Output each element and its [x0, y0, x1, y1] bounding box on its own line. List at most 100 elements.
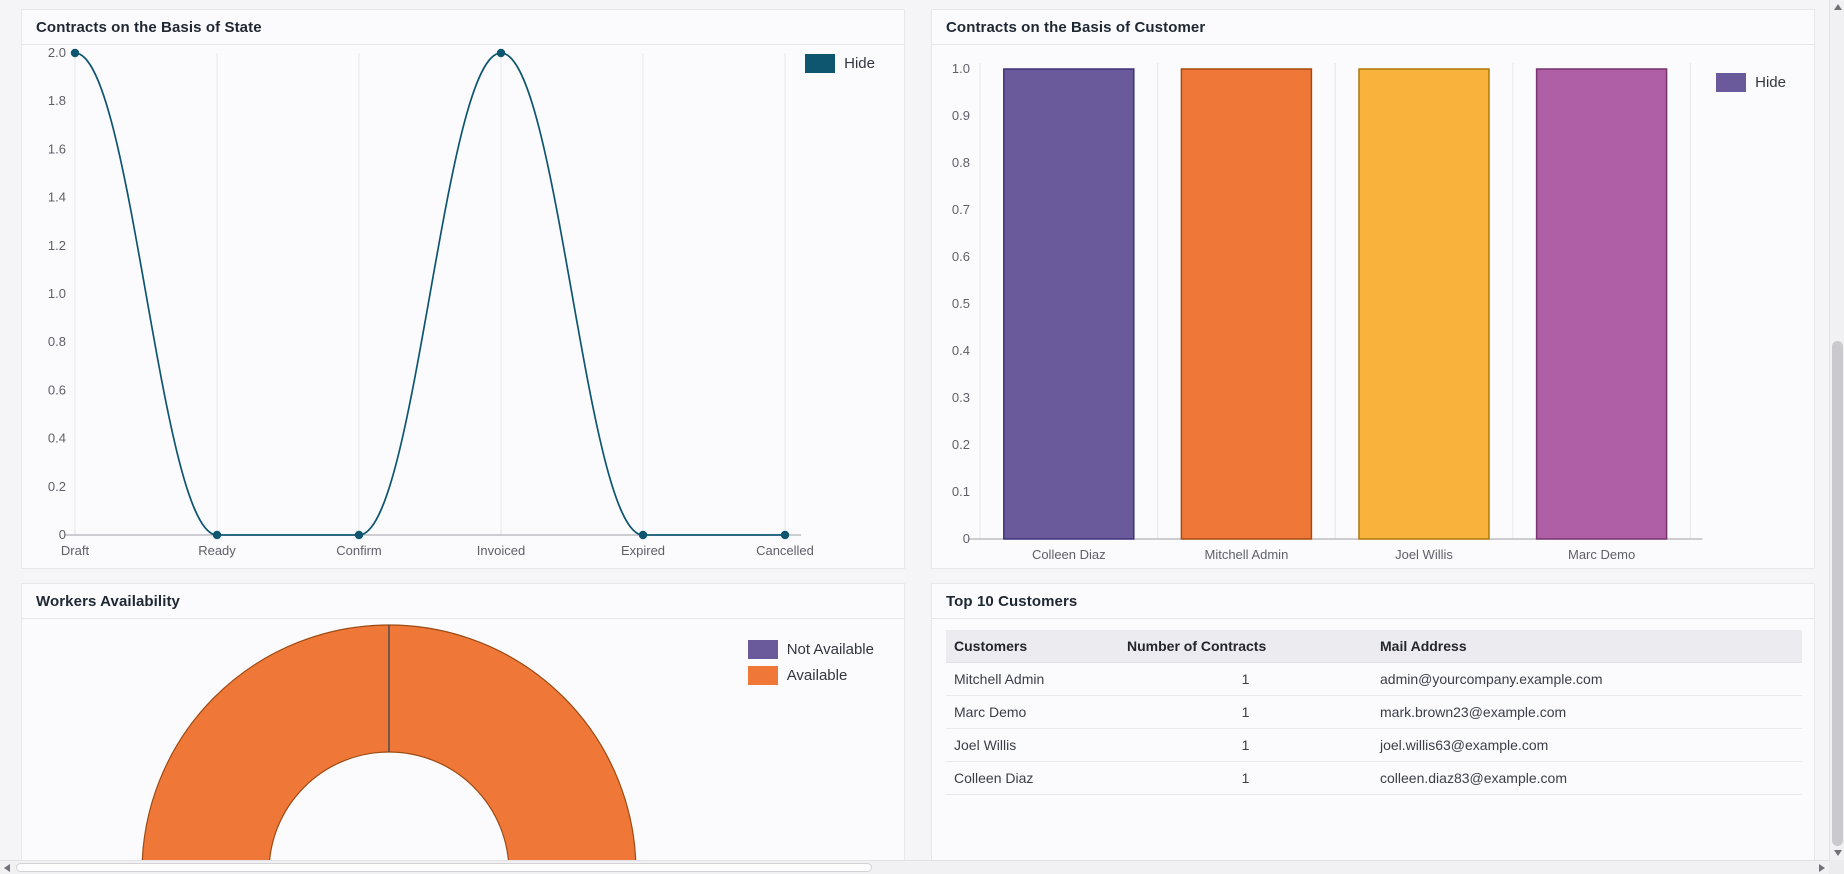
- y-tick-label: 1.0: [952, 61, 970, 76]
- x-tick-label: Mitchell Admin: [1204, 547, 1288, 562]
- x-tick-label: Cancelled: [756, 543, 814, 558]
- panel-title: Top 10 Customers: [946, 593, 1078, 610]
- scroll-left-arrow-icon[interactable]: [4, 864, 10, 872]
- customer-bar-chart[interactable]: 0 0.1 0.2 0.3 0.4 0.5 0.6 0.7 0.8 0.9 1.0 Colleen D…: [932, 45, 1816, 565]
- y-tick-label: 0.6: [952, 249, 970, 264]
- customer-name: Joel Willis: [946, 728, 1119, 762]
- panel-contracts-by-customer: Contracts on the Basis of Customer 0 0.1 0…: [931, 9, 1815, 569]
- customer-name: Marc Demo: [946, 695, 1119, 729]
- panel-title: Workers Availability: [36, 593, 181, 610]
- y-tick-label: 0: [963, 531, 970, 546]
- y-tick-label: 0.6: [48, 382, 66, 397]
- y-tick-label: 0.3: [952, 390, 970, 405]
- legend-swatch-icon: [747, 666, 778, 685]
- x-tick-label: Marc Demo: [1568, 547, 1635, 562]
- col-header-mail-address: Mail Address: [1372, 630, 1802, 663]
- y-tick-label: 0.2: [48, 479, 66, 494]
- customer-row: Mitchell Admin 1 admin@yourcompany.example…: [946, 662, 1802, 696]
- horizontal-scrollbar[interactable]: [0, 860, 1829, 874]
- legend-swatch-icon: [1716, 73, 1747, 92]
- contract-count: 1: [1119, 662, 1372, 696]
- y-tick-label: 1.8: [48, 93, 66, 108]
- x-tick-label: Colleen Diaz: [1032, 547, 1106, 562]
- legend-label: Not Available: [786, 641, 874, 658]
- scroll-down-arrow-icon[interactable]: [1834, 850, 1842, 856]
- legend-swatch-icon: [805, 54, 836, 73]
- table-header-row: Customers Number of Contracts Mail Addre…: [946, 630, 1802, 663]
- panel-header: Top 10 Customers: [932, 584, 1814, 619]
- customer-name: Mitchell Admin: [946, 662, 1119, 696]
- y-tick-label: 0.2: [952, 437, 970, 452]
- customer-chart-area: 0 0.1 0.2 0.3 0.4 0.5 0.6 0.7 0.8 0.9 1.0 Colleen D…: [932, 45, 1814, 565]
- legend-item[interactable]: Not Available: [747, 640, 874, 659]
- workers-chart-legend: Not Available Available: [747, 640, 874, 685]
- col-header-customers: Customers: [946, 630, 1119, 663]
- customer-name: Colleen Diaz: [946, 761, 1119, 795]
- data-point-ready[interactable]: [212, 530, 222, 540]
- customer-row: Joel Willis 1 joel.willis63@example.com: [946, 728, 1802, 762]
- panel-title: Contracts on the Basis of Customer: [946, 19, 1206, 36]
- customer-row: Marc Demo 1 mark.brown23@example.com: [946, 695, 1802, 729]
- panel-top-customers: Top 10 Customers Customers Number of Con…: [931, 583, 1815, 874]
- contract-count: 1: [1119, 695, 1372, 729]
- data-point-invoiced[interactable]: [496, 48, 506, 58]
- y-tick-label: 0.5: [952, 296, 970, 311]
- bar-colleen-diaz[interactable]: [1003, 68, 1135, 540]
- legend-item[interactable]: Hide: [1716, 73, 1786, 92]
- y-tick-label: 0.7: [952, 202, 970, 217]
- panel-contracts-by-state: Contracts on the Basis of State 0 0.2 0.4 0…: [21, 9, 905, 569]
- y-tick-label: 1.0: [48, 286, 66, 301]
- y-tick-label: 0.8: [48, 334, 66, 349]
- legend-swatch-icon: [747, 640, 778, 659]
- y-tick-label: 0.4: [952, 343, 970, 358]
- contract-count: 1: [1119, 728, 1372, 762]
- x-tick-label: Joel Willis: [1395, 547, 1453, 562]
- data-point-confirm[interactable]: [354, 530, 364, 540]
- legend-label: Hide: [1755, 74, 1786, 91]
- scroll-up-arrow-icon[interactable]: [1834, 4, 1842, 10]
- horizontal-scrollbar-thumb[interactable]: [16, 863, 872, 872]
- y-tick-label: 2.0: [48, 45, 66, 60]
- panel-workers-availability: Workers Availability Not Available Availa…: [21, 583, 905, 874]
- state-chart-area: 0 0.2 0.4 0.6 0.8 1.0 1.2 1.4 1.6 1.8 2.0 Draft Read…: [22, 45, 904, 565]
- bar-marc-demo[interactable]: [1535, 68, 1668, 540]
- vertical-scrollbar-thumb[interactable]: [1832, 341, 1843, 846]
- y-tick-label: 0.8: [952, 155, 970, 170]
- x-tick-label: Confirm: [336, 543, 382, 558]
- vertical-scrollbar[interactable]: [1829, 0, 1844, 874]
- y-tick-label: 0.9: [952, 108, 970, 123]
- top-customers-table: Customers Number of Contracts Mail Addre…: [946, 630, 1802, 795]
- customer-chart-legend: Hide: [1716, 73, 1786, 92]
- legend-label: Hide: [844, 55, 875, 72]
- y-tick-label: 0.4: [48, 431, 66, 446]
- state-chart-legend: Hide: [805, 54, 875, 73]
- y-tick-label: 1.4: [48, 190, 66, 205]
- legend-item[interactable]: Available: [747, 666, 874, 685]
- x-tick-label: Ready: [198, 543, 236, 558]
- scroll-right-arrow-icon[interactable]: [1819, 864, 1825, 872]
- legend-label: Available: [786, 667, 848, 684]
- bar-joel-willis[interactable]: [1358, 68, 1490, 540]
- legend-item[interactable]: Hide: [805, 54, 875, 73]
- panel-header: Workers Availability: [22, 584, 904, 619]
- x-tick-label: Invoiced: [477, 543, 525, 558]
- scrollbar-corner: [1829, 860, 1844, 874]
- panel-header: Contracts on the Basis of State: [22, 10, 904, 45]
- panel-header: Contracts on the Basis of Customer: [932, 10, 1814, 45]
- mail-address: mark.brown23@example.com: [1372, 695, 1802, 729]
- state-line-series[interactable]: [74, 52, 785, 536]
- bar-mitchell-admin[interactable]: [1180, 68, 1313, 540]
- data-point-expired[interactable]: [638, 530, 648, 540]
- data-point-cancelled[interactable]: [780, 530, 790, 540]
- y-tick-label: 1.6: [48, 141, 66, 156]
- col-header-number-of-contracts: Number of Contracts: [1119, 630, 1372, 663]
- mail-address: admin@yourcompany.example.com: [1372, 662, 1802, 696]
- panel-title: Contracts on the Basis of State: [36, 19, 262, 36]
- y-tick-label: 0: [59, 527, 66, 542]
- data-point-draft[interactable]: [70, 48, 80, 58]
- y-tick-label: 0.1: [952, 484, 970, 499]
- table-body: Mitchell Admin 1 admin@yourcompany.example…: [946, 662, 1802, 795]
- state-line-chart[interactable]: 0 0.2 0.4 0.6 0.8 1.0 1.2 1.4 1.6 1.8 2.0 Draft Read…: [22, 45, 906, 565]
- workers-chart-area: Not Available Available: [22, 619, 904, 874]
